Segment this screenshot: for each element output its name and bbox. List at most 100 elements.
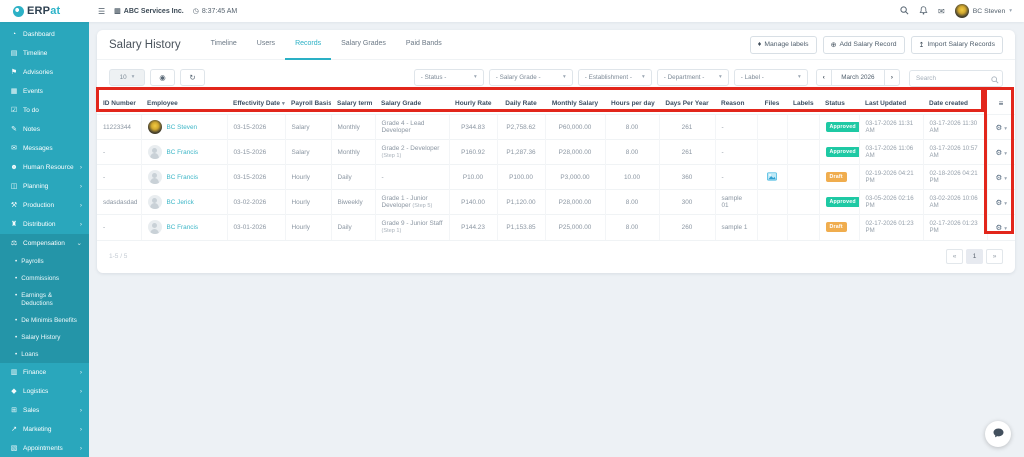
erpat-logo[interactable]: ERPat [0,5,89,17]
sidebar-subitem-payrolls[interactable]: • Payrolls [0,253,89,270]
sidebar-item-notes[interactable]: ✎ Notes [0,120,89,139]
employee-link[interactable]: BC Francis [147,145,221,159]
employee-name[interactable]: BC Jerick [166,198,194,206]
sidebar-subitem-salary-history[interactable]: • Salary History [0,329,89,346]
sidebar-item-dashboard[interactable]: ◔ Dashboard [0,25,89,44]
row-actions-gear-icon[interactable]: ⚙ [995,172,1003,182]
sidebar-subitem-loans[interactable]: • Loans [0,346,89,363]
column-header-daily-rate[interactable]: Daily Rate [505,100,537,107]
column-header-status[interactable]: Status [825,100,845,107]
column-header-days-per-year[interactable]: Days Per Year [665,100,709,107]
filter-select-establishment[interactable]: - Establishment - ▾ [577,68,652,86]
pagination-page-1[interactable]: 1 [966,248,983,264]
notifications-bell-icon[interactable] [919,2,928,20]
cell-id: - [97,214,141,240]
page-size-select[interactable]: 10 ▾ [109,68,145,86]
messages-envelope-icon[interactable]: ✉ [938,6,945,16]
sidebar-item-distribution[interactable]: ♜ Distribution › [0,215,89,234]
employee-link[interactable]: BC Steven [147,120,221,134]
sidebar-item-to-do[interactable]: ☑ To do [0,101,89,120]
column-header-date-created[interactable]: Date created [929,100,969,107]
tab-timeline[interactable]: Timeline [210,40,237,47]
column-header-salary-term[interactable]: Salary term [337,100,373,107]
row-actions-gear-icon[interactable]: ⚙ [995,122,1003,132]
image-file-icon[interactable] [767,171,777,183]
employee-name[interactable]: BC Steven [166,123,198,131]
sidebar-item-planning[interactable]: ◫ Planning › [0,177,89,196]
search-icon[interactable] [900,2,909,20]
cell-effectivity: 03-15-2026 [226,164,285,190]
employee-name[interactable]: BC Francis [166,173,199,181]
cell-id: sdasdasdad [97,189,141,215]
employee-name[interactable]: BC Francis [166,148,199,156]
row-actions-gear-icon[interactable]: ⚙ [995,197,1003,207]
refresh-button[interactable]: ↻ [180,68,205,86]
month-label[interactable]: March 2026 [830,68,885,86]
sidebar-item-advisories[interactable]: ⚑ Advisories [0,63,89,82]
user-menu[interactable]: BC Steven ▾ [954,4,1012,18]
column-header-hours-per-day[interactable]: Hours per day [611,100,655,107]
filter-select-label[interactable]: - Label - ▾ [733,68,808,86]
row-actions[interactable]: ⚙ ▾ [986,164,1015,190]
tab-salary-grades[interactable]: Salary Grades [341,40,386,47]
column-header-labels[interactable]: Labels [793,100,814,107]
row-actions[interactable]: ⚙ ▾ [986,139,1015,165]
column-header-hourly-rate[interactable]: Hourly Rate [455,100,492,107]
sidebar-toggle-icon[interactable]: ☰ [98,6,106,16]
tab-users[interactable]: Users [256,40,276,47]
sidebar-item-human-resource[interactable]: ☻ Human Resource › [0,158,89,177]
column-header-id-number[interactable]: ID Number [103,100,136,107]
pagination-prev-button[interactable]: « [946,248,963,264]
row-actions-gear-icon[interactable]: ⚙ [995,147,1003,157]
row-actions[interactable]: ⚙ ▾ [986,114,1015,140]
column-visibility-button[interactable]: ◉ [150,68,175,86]
sidebar-item-logistics[interactable]: ◆ Logistics › [0,382,89,401]
search-input[interactable] [909,70,1003,87]
sidebar-subitem-label: Payrolls [21,257,44,265]
column-header-salary-grade[interactable]: Salary Grade [381,100,422,107]
column-header-files[interactable]: Files [764,100,780,107]
filter-select-status[interactable]: - Status - ▾ [413,68,484,86]
prev-month-button[interactable]: ‹ [815,68,832,86]
pagination-next-button[interactable]: » [986,248,1003,264]
row-actions[interactable]: ⚙ ▾ [986,189,1015,215]
sidebar-item-marketing[interactable]: ↗ Marketing › [0,420,89,439]
sidebar-item-finance[interactable]: ▥ Finance › [0,363,89,382]
column-header-effectivity-date[interactable]: Effectivity Date ▾ [233,100,285,107]
sidebar-subitem-earnings-deductions[interactable]: • Earnings & Deductions [0,287,89,312]
sidebar-item-label: Appointments [23,444,63,452]
column-header-monthly-salary[interactable]: Monthly Salary [551,100,599,107]
sidebar-item-events[interactable]: ▦ Events [0,82,89,101]
employee-name[interactable]: BC Francis [166,223,199,231]
manage-labels-button[interactable]: ♦ Manage labels [749,35,817,54]
sidebar-item-compensation[interactable]: ⚖ Compensation ⌄ [0,234,89,253]
row-actions[interactable]: ⚙ ▾ [986,214,1015,240]
row-actions-gear-icon[interactable]: ⚙ [995,222,1003,232]
filter-select-salary-grade[interactable]: - Salary Grade - ▾ [488,68,573,86]
column-header-reason[interactable]: Reason [721,100,745,107]
status-badge: Approved [825,147,859,157]
sidebar-item-label: Human Resource [23,163,74,171]
sidebar-item-timeline[interactable]: ▤ Timeline [0,44,89,63]
employee-link[interactable]: BC Francis [147,220,221,235]
employee-link[interactable]: BC Francis [147,170,221,184]
next-month-button[interactable]: › [883,68,900,86]
sidebar-item-appointments[interactable]: ▧ Appointments › [0,439,89,457]
sidebar-item-messages[interactable]: ✉ Messages [0,139,89,158]
tab-records[interactable]: Records [285,30,332,60]
sidebar-item-production[interactable]: ⚒ Production › [0,196,89,215]
table-menu-header[interactable]: ≡ [987,93,1015,115]
sidebar-subitem-de-minimis-benefits[interactable]: • De Minimis Benefits [0,312,89,329]
sidebar-subitem-commissions[interactable]: • Commissions [0,270,89,287]
table-menu-icon[interactable]: ≡ [998,99,1004,108]
employee-link[interactable]: BC Jerick [147,195,221,209]
import-salary-records-button[interactable]: ↥ Import Salary Records [910,35,1003,54]
chat-fab-button[interactable] [985,421,1011,447]
sidebar-item-sales[interactable]: ⊞ Sales › [0,401,89,420]
tab-paid-bands[interactable]: Paid Bands [405,40,442,47]
column-header-employee[interactable]: Employee [147,100,178,107]
filter-select-department[interactable]: - Department - ▾ [656,68,729,86]
column-header-last-updated[interactable]: Last Updated [865,100,907,107]
column-header-payroll-basis[interactable]: Payroll Basis [291,100,331,107]
add-salary-record-button[interactable]: ⊕ Add Salary Record [822,35,905,54]
